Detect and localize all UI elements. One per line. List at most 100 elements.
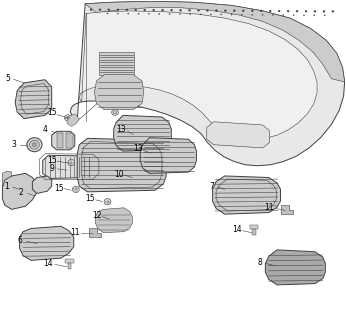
- Circle shape: [224, 10, 226, 12]
- Polygon shape: [33, 176, 52, 194]
- Circle shape: [272, 14, 274, 16]
- Polygon shape: [213, 176, 281, 214]
- Circle shape: [64, 115, 71, 121]
- Text: 15: 15: [85, 194, 94, 204]
- Polygon shape: [56, 133, 63, 148]
- Circle shape: [189, 9, 191, 11]
- Circle shape: [260, 10, 262, 12]
- Text: 14: 14: [232, 225, 242, 234]
- Polygon shape: [52, 131, 75, 150]
- Circle shape: [231, 14, 232, 15]
- Circle shape: [303, 15, 304, 16]
- Circle shape: [169, 13, 170, 15]
- Circle shape: [30, 140, 39, 149]
- Circle shape: [324, 15, 325, 16]
- Polygon shape: [94, 75, 144, 110]
- Circle shape: [112, 109, 119, 116]
- Circle shape: [108, 9, 110, 11]
- Circle shape: [252, 14, 253, 15]
- Text: 4: 4: [43, 125, 48, 134]
- Circle shape: [138, 13, 139, 14]
- Polygon shape: [207, 122, 270, 148]
- Text: 15: 15: [54, 184, 63, 193]
- Text: 9: 9: [49, 164, 54, 173]
- Circle shape: [148, 13, 149, 14]
- Circle shape: [251, 10, 253, 12]
- Circle shape: [117, 13, 118, 14]
- Polygon shape: [70, 1, 345, 166]
- Circle shape: [126, 9, 128, 11]
- Circle shape: [314, 15, 315, 16]
- Polygon shape: [265, 250, 325, 285]
- Polygon shape: [15, 80, 52, 119]
- Circle shape: [117, 9, 119, 11]
- Polygon shape: [250, 225, 258, 228]
- Circle shape: [27, 138, 42, 152]
- Circle shape: [107, 13, 108, 14]
- Circle shape: [305, 10, 307, 12]
- Circle shape: [104, 198, 111, 205]
- Circle shape: [242, 10, 244, 12]
- Circle shape: [233, 10, 235, 12]
- Polygon shape: [77, 138, 166, 192]
- Polygon shape: [66, 133, 73, 148]
- Circle shape: [90, 9, 92, 11]
- Polygon shape: [99, 52, 134, 75]
- Text: 8: 8: [257, 258, 262, 267]
- Circle shape: [179, 13, 181, 15]
- Polygon shape: [65, 259, 74, 263]
- Circle shape: [216, 10, 217, 12]
- Circle shape: [241, 14, 243, 15]
- Circle shape: [269, 10, 271, 12]
- Circle shape: [207, 10, 209, 12]
- Circle shape: [190, 14, 191, 15]
- Circle shape: [33, 143, 37, 147]
- Text: 12: 12: [92, 211, 101, 220]
- Circle shape: [262, 14, 263, 15]
- Text: 13: 13: [133, 144, 143, 153]
- Circle shape: [158, 13, 160, 14]
- Circle shape: [200, 14, 201, 15]
- Text: 2: 2: [19, 188, 24, 197]
- Text: 6: 6: [17, 236, 22, 245]
- Polygon shape: [95, 208, 132, 233]
- Circle shape: [314, 10, 316, 12]
- Circle shape: [332, 11, 334, 12]
- Circle shape: [128, 13, 129, 14]
- Circle shape: [210, 14, 211, 15]
- Polygon shape: [79, 11, 317, 139]
- Circle shape: [135, 9, 137, 11]
- Text: 5: 5: [6, 74, 11, 83]
- Circle shape: [221, 14, 222, 15]
- Polygon shape: [2, 173, 37, 209]
- Text: 13: 13: [117, 125, 126, 134]
- Polygon shape: [281, 205, 293, 214]
- Circle shape: [198, 10, 200, 12]
- Text: 14: 14: [44, 259, 53, 268]
- Circle shape: [72, 186, 79, 193]
- Polygon shape: [140, 138, 197, 173]
- Polygon shape: [67, 114, 79, 126]
- Polygon shape: [2, 171, 12, 187]
- Text: 11: 11: [70, 228, 80, 237]
- Polygon shape: [114, 116, 171, 151]
- Circle shape: [113, 111, 117, 114]
- Circle shape: [278, 10, 280, 12]
- Circle shape: [323, 10, 325, 12]
- Circle shape: [296, 10, 298, 12]
- Circle shape: [99, 9, 101, 11]
- Text: 3: 3: [11, 140, 16, 149]
- Text: 1: 1: [4, 182, 9, 191]
- Polygon shape: [68, 263, 71, 269]
- Text: 7: 7: [209, 182, 214, 191]
- Circle shape: [162, 9, 164, 11]
- Text: 10: 10: [114, 170, 124, 179]
- Polygon shape: [252, 228, 256, 235]
- Circle shape: [287, 10, 289, 12]
- Circle shape: [171, 9, 173, 11]
- Circle shape: [144, 9, 146, 11]
- Polygon shape: [89, 228, 101, 237]
- Polygon shape: [20, 226, 74, 260]
- Text: 11: 11: [264, 203, 274, 212]
- Circle shape: [68, 159, 75, 166]
